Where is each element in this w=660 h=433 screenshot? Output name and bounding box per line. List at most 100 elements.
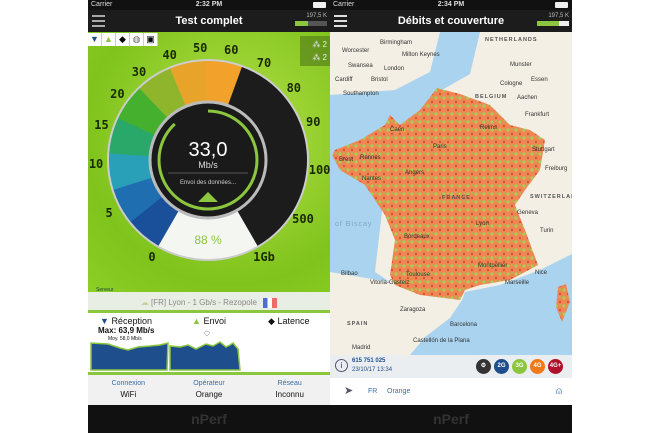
map-label: Montpellier (478, 263, 508, 269)
map-label: Bilbao (341, 271, 358, 277)
gauge-scale-label: 80 (286, 81, 302, 95)
info-value: Orange (195, 390, 223, 399)
gauge-center (148, 100, 268, 220)
speed-segment (205, 61, 243, 106)
carrier: Carrier (91, 1, 113, 8)
tech-filter-4g[interactable]: 4G (530, 359, 545, 374)
map-label: Paris (433, 144, 447, 150)
speed-segment (170, 61, 208, 107)
header: Test complet 197,5 K (88, 10, 330, 32)
peers-count: 2 (322, 40, 327, 49)
antenna-icon[interactable]: ⍝ (556, 386, 562, 397)
gauge-scale-label: 50 (192, 41, 208, 56)
gauge-scale-label: 100 (308, 162, 330, 177)
coverage-screen: Carrier 2:34 PM Débits et couverture 197… (330, 0, 572, 433)
battery-icon (313, 2, 326, 8)
reception-label: Réception (111, 316, 152, 326)
map-label: Southampton (343, 91, 379, 97)
data-quota: 197,5 K (537, 13, 569, 26)
map-label: Zaragoza (400, 307, 426, 313)
map-label: SPAIN (347, 321, 369, 327)
server-icon: ☁ (140, 298, 149, 307)
download-icon: ▼ (100, 316, 109, 326)
map-label: Milton Keynes (402, 52, 440, 58)
gauge-area: 33,0 Mb/s Envoi des données... 88 % 0 5 10 15 2… (88, 32, 330, 310)
measurement-count: 615 751 025 (352, 358, 386, 364)
france-flag-icon (263, 297, 278, 308)
gauge-scale-label: 60 (224, 43, 239, 58)
location-arrow-icon[interactable]: ➤ (344, 385, 354, 397)
all-tech-filter-button[interactable]: ⚙ (476, 359, 491, 374)
status-bar: Carrier 2:32 PM (88, 0, 330, 10)
reception-max: Max: 63,9 Mb/s (98, 326, 155, 335)
screen-icon[interactable]: ▣ (144, 33, 158, 46)
speed-test-screen: Carrier 2:32 PM Test complet 197,5 K 33,… (88, 0, 330, 433)
progress-ring (157, 109, 259, 211)
operator-name[interactable]: Orange (387, 388, 411, 395)
gauge-scale-label: 15 (94, 118, 109, 133)
map-label: of Biscay (335, 221, 373, 228)
gauge-scale-label: 1Gb (253, 249, 275, 264)
info-operateur: Opérateur Orange (169, 375, 250, 405)
clock: 2:32 PM (195, 1, 223, 8)
info-icon[interactable]: i (335, 359, 348, 372)
latency-icon[interactable]: ◆ (116, 33, 130, 46)
mediterranean-sea (410, 254, 572, 355)
toolbar: ▼ ▲ ◆ ◍ ▣ (88, 33, 158, 46)
map-date: 23/10/17 13:34 (352, 367, 393, 373)
upload-icon[interactable]: ▲ (102, 33, 116, 46)
download-icon[interactable]: ▼ (88, 33, 102, 46)
map-label: Geneva (517, 210, 539, 216)
tech-filter-3g[interactable]: 3G (512, 359, 527, 374)
info-reseau: Réseau Inconnu (249, 375, 330, 405)
clock: 2:34 PM (437, 1, 465, 8)
tech-filter-2g[interactable]: 2G (494, 359, 509, 374)
gauge-scale-label: 10 (88, 156, 104, 171)
speed-segment (139, 68, 187, 119)
menu-icon[interactable] (92, 15, 105, 27)
map-label: Rennes (360, 155, 381, 161)
gauge-scale-label: 0 (148, 249, 156, 264)
speed-segment (118, 87, 169, 136)
map-label: Castellón de la Plana (413, 338, 470, 344)
envoi-graph (169, 341, 241, 371)
map-canvas (330, 32, 572, 355)
map-label: FRANCE (442, 195, 471, 201)
page-title: Débits et couverture (397, 15, 505, 27)
map-label: Brest (339, 157, 354, 163)
server-name: [FR] Lyon - 1 Gb/s - Rezopole (151, 298, 257, 307)
map-label: Barcelona (450, 322, 478, 328)
speed-gauge: 33,0Mb/s Envoi des données... 88 % (107, 59, 309, 261)
menu-icon[interactable] (334, 15, 347, 27)
page-title: Test complet (175, 15, 243, 27)
peers-icon: ⁂ (312, 53, 321, 62)
speed-segment (109, 117, 156, 157)
gauge-scale-label: 40 (162, 47, 177, 62)
remaining-segment (227, 66, 307, 246)
data-quota: 197,5 K (295, 13, 327, 26)
connection-info: Connexion WiFi Opérateur Orange Réseau Inco… (88, 375, 330, 405)
gauge-scale-label: 5 (105, 205, 113, 220)
latence-label: Latence (277, 316, 310, 326)
server-selector[interactable]: ☁ [FR] Lyon - 1 Gb/s - Rezopole (88, 292, 330, 313)
speed-unit: Mb/s (198, 160, 218, 170)
speed-value: 33,0 (189, 139, 228, 161)
progress-segment (158, 210, 258, 259)
info-value: WiFi (120, 390, 137, 399)
map-label: Birmingham (380, 40, 413, 46)
gauge-scale-label: 20 (110, 87, 125, 102)
tech-filter-4gplus[interactable]: 4G+ (548, 359, 563, 374)
results-panel: ▼ Réception Max: 63,9 Mb/s Moy. 58,0 Mb/… (88, 313, 330, 375)
map-info-bar: i 615 751 025 23/10/17 13:34 ⚙ 2G 3G 4G 4G+ (330, 355, 572, 378)
peers-count: 2 (322, 53, 327, 62)
map-label: London (384, 66, 405, 72)
battery-icon (555, 2, 568, 8)
map-label: Reims (480, 125, 498, 131)
globe-icon[interactable]: ◍ (130, 33, 144, 46)
map-label: Lyon (476, 221, 489, 227)
map-label: Freiburg (545, 166, 568, 172)
map-label: SWITZERLAND (530, 194, 572, 200)
info-value: Inconnu (275, 390, 304, 399)
coverage-map[interactable]: Birmingham Worcester Milton Keynes Swansea L… (330, 32, 572, 355)
country-code[interactable]: FR (368, 388, 378, 395)
